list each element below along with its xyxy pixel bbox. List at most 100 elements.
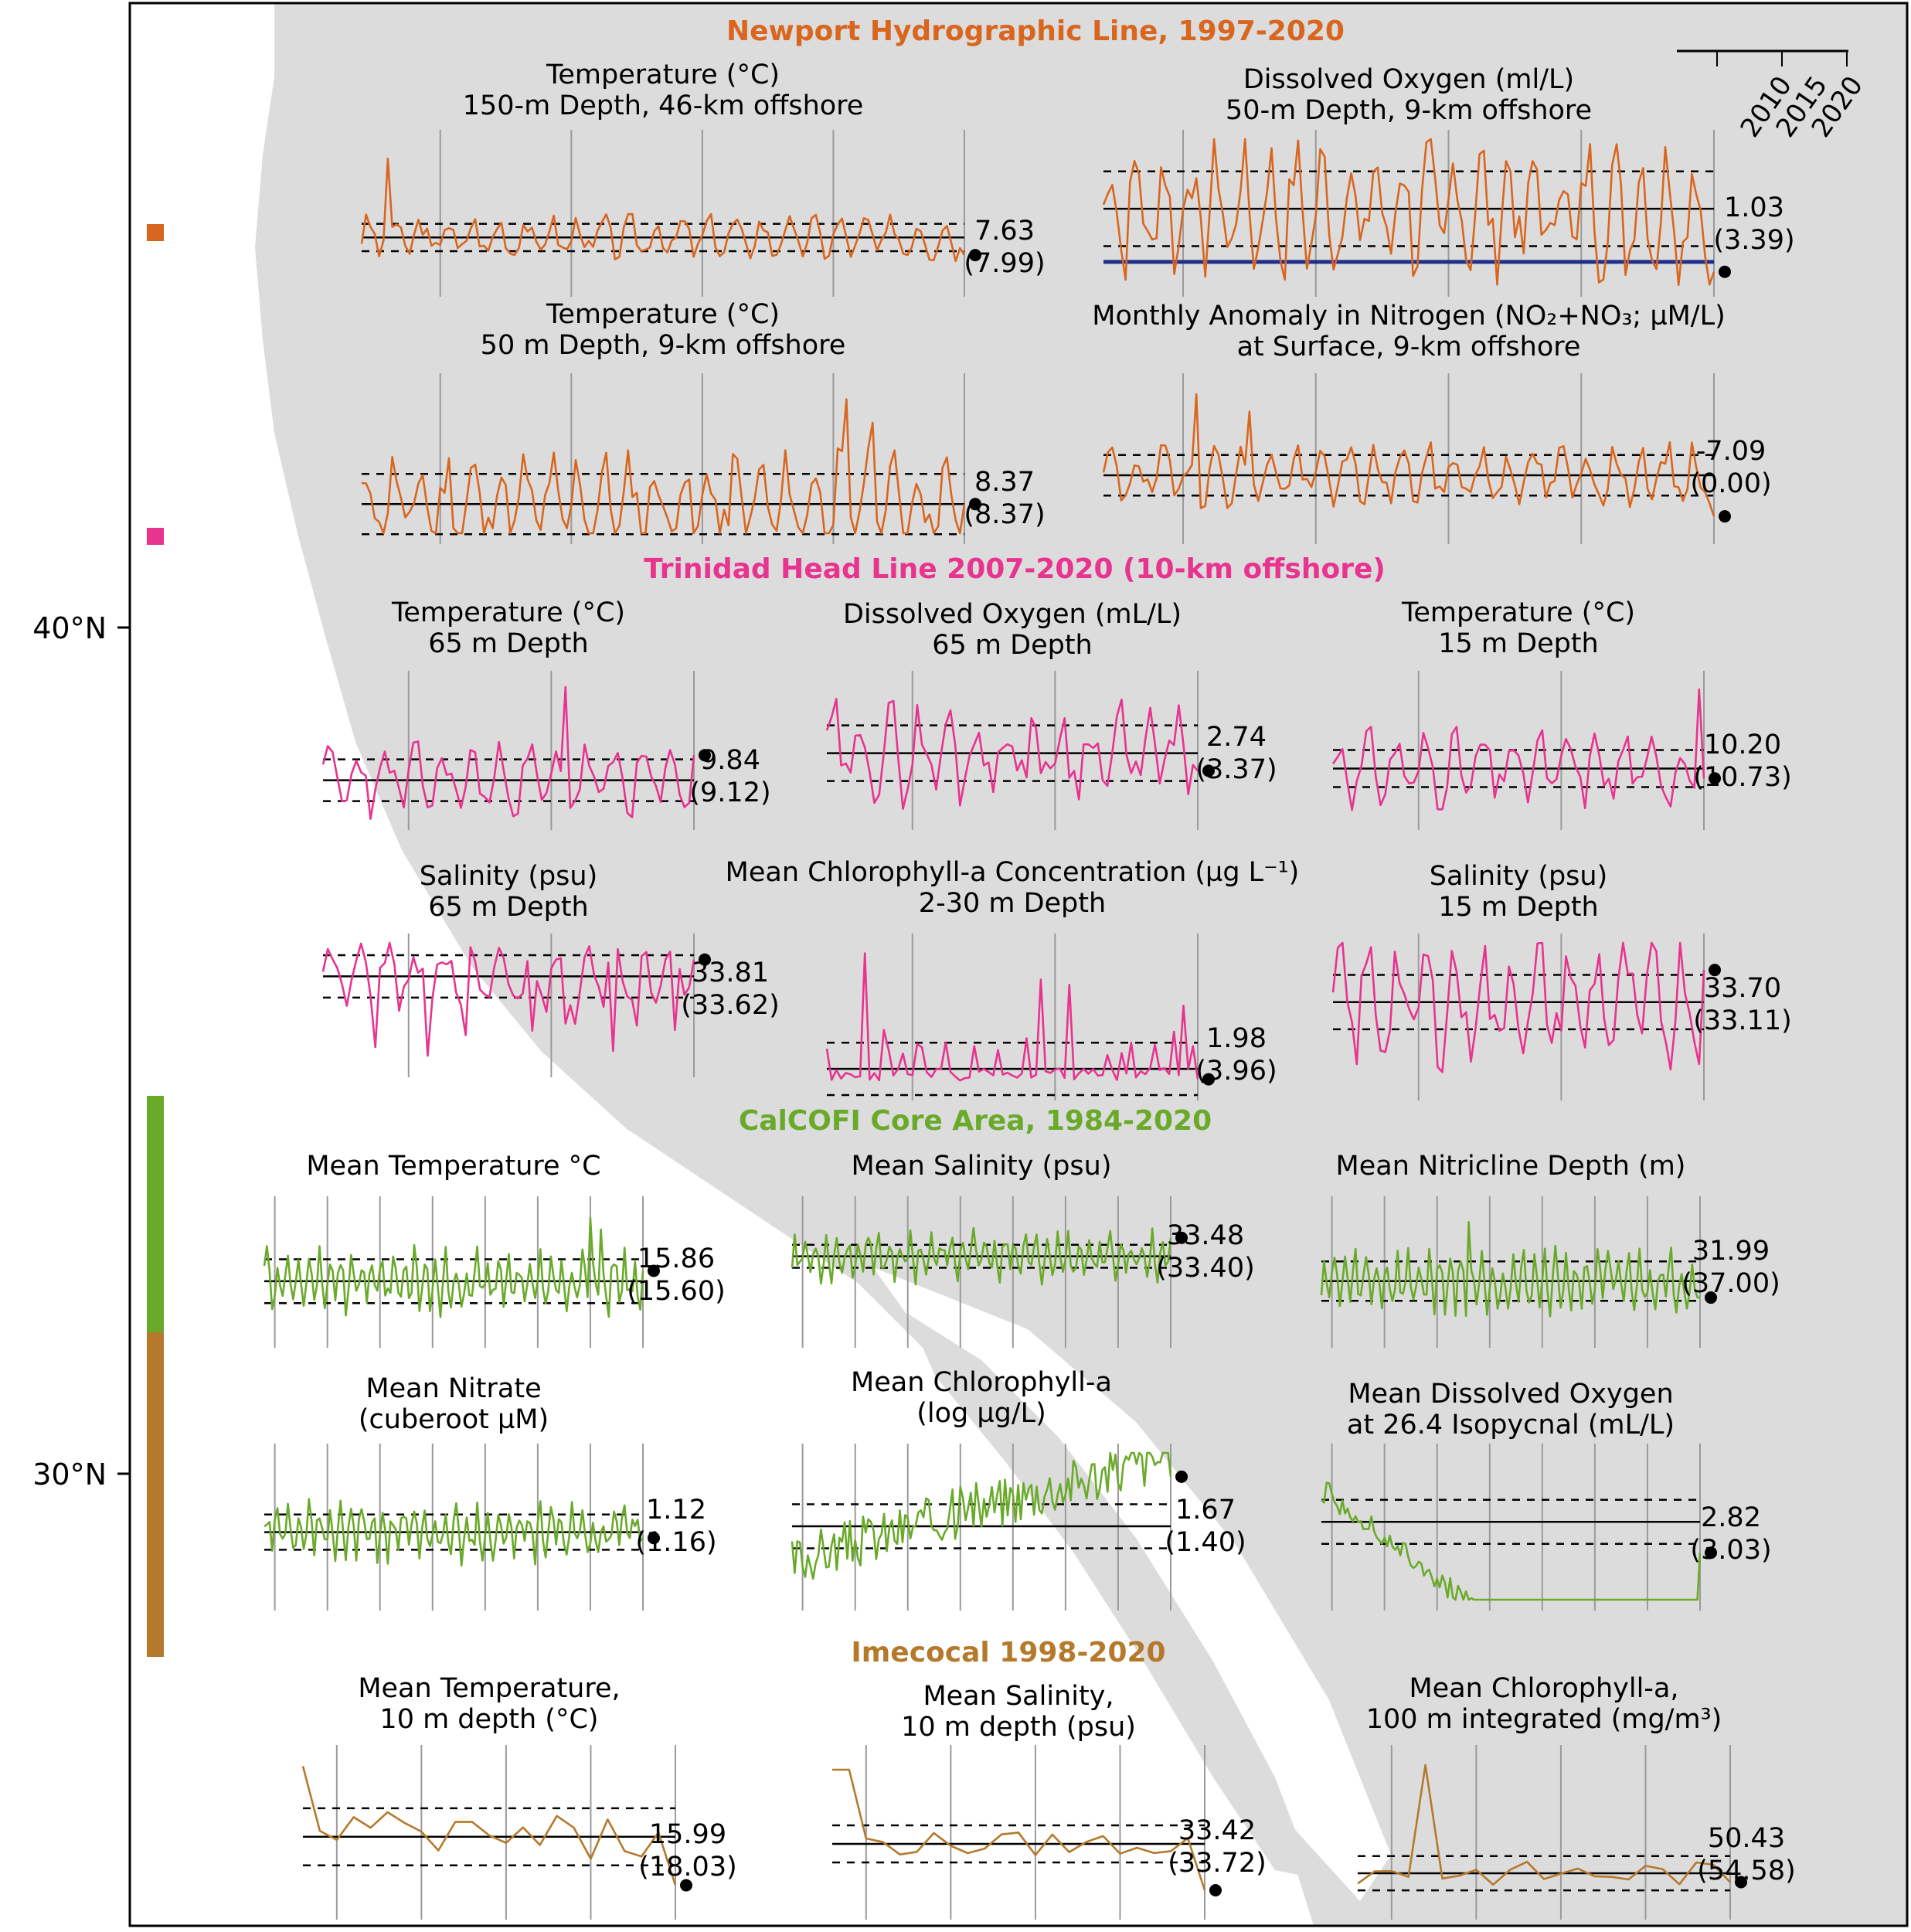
latest-value-label: 33.70 [1704, 973, 1781, 1004]
panel-title-line: Mean Temperature °C [306, 1151, 600, 1182]
data-series-line [321, 685, 695, 820]
latest-value-marker [1719, 265, 1731, 278]
latest-value-label: 8.37 [974, 467, 1035, 498]
panel-title-line: at 26.4 Isopycnal (mL/L) [1347, 1410, 1675, 1440]
region-markers [147, 224, 164, 1657]
mean-value-label: (3.96) [1195, 1056, 1277, 1087]
latest-value-marker [1175, 1470, 1188, 1483]
data-series-line [301, 1766, 677, 1886]
latest-value-label: 2.82 [1701, 1502, 1761, 1533]
latest-value-marker [969, 249, 981, 262]
mean-value-label: (33.11) [1693, 1005, 1792, 1036]
latest-value-label: 2.74 [1206, 722, 1267, 753]
lat-label-40: 40°N [32, 611, 107, 645]
data-series-line [1321, 1481, 1702, 1601]
latitude-axis: 40°N 30°N [32, 611, 130, 1492]
mean-value-label: (10.73) [1693, 762, 1792, 793]
indicator-panel-19: Mean Chlorophyll-a,100 m integrated (mg/… [1357, 1673, 1796, 1920]
calcofi-range-bar [147, 1096, 164, 1332]
latest-value-marker [1705, 1546, 1717, 1560]
latest-value-marker [1709, 964, 1721, 977]
latest-value-marker [1735, 1876, 1747, 1889]
mean-value-label: (54.58) [1697, 1855, 1796, 1886]
latest-value-marker [1202, 764, 1215, 777]
data-series-line [825, 952, 1199, 1082]
data-series-line [1331, 941, 1705, 1073]
latest-value-marker [1705, 1291, 1717, 1304]
baja-peninsula [908, 1314, 1314, 1878]
panel-title-line: (cuberoot µM) [359, 1404, 549, 1435]
data-series-line [360, 158, 966, 263]
imecocal-range-bar [147, 1332, 164, 1657]
section-title-newport: Newport Hydrographic Line, 1997-2020 [726, 15, 1345, 47]
indicator-panel-7: Temperature (°C)15 m Depth 10.20(10.73) [1331, 597, 1792, 830]
panel-title-line: Temperature (°C) [391, 597, 625, 628]
indicator-panel-1: Temperature (°C)150-m Depth, 46-km offsh… [360, 60, 1046, 297]
latest-value-label: 1.12 [646, 1495, 706, 1526]
mean-value-label: (7.99) [964, 248, 1045, 279]
panel-title-line: 65 m Depth [428, 892, 589, 923]
latest-value-label: 33.81 [692, 957, 769, 988]
panel-title-line: Salinity (psu) [420, 861, 598, 892]
latest-value-marker [1202, 1073, 1215, 1086]
indicator-panel-17: Mean Temperature,10 m depth (°C) 15.99(18… [301, 1673, 737, 1920]
indicator-panel-11: Mean Temperature °C 15.86(15.60) [263, 1151, 726, 1348]
latest-value-label: 15.99 [649, 1819, 726, 1850]
data-series-line [825, 698, 1199, 810]
mean-value-label: (1.16) [635, 1527, 716, 1558]
panel-title-line: Dissolved Oxygen (ml/L) [1243, 64, 1574, 95]
data-series-line [1331, 688, 1705, 811]
mean-value-label: (8.37) [964, 499, 1045, 530]
indicator-panel-6: Dissolved Oxygen (mL/L)65 m Depth 2.74(3.… [825, 599, 1277, 830]
latest-value-label: -7.09 [1696, 436, 1766, 467]
data-series-line [1102, 138, 1715, 287]
indicator-panel-12: Mean Salinity (psu) 33.48(33.40) [791, 1151, 1255, 1348]
indicator-panel-10: Salinity (psu)15 m Depth 33.70(33.11) [1331, 861, 1792, 1100]
data-series-line [1102, 393, 1715, 517]
latest-value-label: 7.63 [974, 216, 1035, 247]
panel-title-line: Temperature (°C) [546, 60, 780, 90]
data-series-line [1320, 1221, 1700, 1318]
mean-value-label: (3.03) [1690, 1535, 1771, 1566]
latest-value-marker [648, 1532, 660, 1545]
panel-title-line: 10 m depth (°C) [379, 1704, 598, 1735]
indicator-panel-8: Salinity (psu)65 m Depth 33.81(33.62) [321, 861, 780, 1077]
latest-value-label: 1.67 [1175, 1495, 1236, 1526]
mean-value-label: (3.39) [1713, 225, 1794, 256]
panel-title-line: Mean Nitrate [366, 1373, 541, 1404]
figure-frame [128, 2, 1909, 1927]
indicator-panel-5: Temperature (°C)65 m Depth 9.84(9.12) [321, 597, 771, 830]
latest-value-marker [969, 498, 981, 511]
mean-value-label: (37.00) [1681, 1268, 1780, 1299]
panel-title-line: Mean Chlorophyll-a Concentration (µg L⁻¹… [726, 857, 1300, 888]
section-title-calcofi: CalCOFI Core Area, 1984-2020 [739, 1105, 1212, 1137]
data-series-line [791, 1226, 1172, 1286]
panel-title-line: 2-30 m Depth [919, 888, 1106, 919]
data-series-line [263, 1216, 644, 1318]
data-series-line [361, 398, 966, 535]
panel-title-line: at Surface, 9-km offshore [1237, 332, 1581, 362]
latest-value-label: 31.99 [1692, 1236, 1770, 1267]
latest-value-label: 50.43 [1708, 1823, 1785, 1854]
panel-title-line: Mean Temperature, [358, 1673, 620, 1704]
panel-title-line: 65 m Depth [428, 628, 589, 659]
mean-value-label: (33.62) [681, 990, 780, 1021]
panel-title-line: Temperature (°C) [546, 299, 780, 330]
newport-marker [147, 224, 164, 241]
indicator-panel-13: Mean Nitricline Depth (m) 31.99(37.00) [1320, 1151, 1780, 1348]
data-series-line [321, 941, 695, 1057]
panel-title-line: 150-m Depth, 46-km offshore [463, 90, 864, 121]
panel-title-line: Mean Salinity, [923, 1681, 1114, 1712]
indicator-panel-2: Dissolved Oxygen (ml/L)50-m Depth, 9-km … [1102, 64, 1795, 297]
latest-value-label: 10.20 [1704, 730, 1781, 760]
mean-value-label: (1.40) [1165, 1527, 1246, 1558]
panel-title-line: Mean Dissolved Oxygen [1348, 1379, 1673, 1410]
section-title-trinidad: Trinidad Head Line 2007-2020 (10-km offs… [644, 553, 1386, 585]
latest-value-marker [648, 1264, 660, 1277]
latest-value-label: 1.03 [1724, 192, 1784, 223]
panel-title-line: 10 m depth (psu) [901, 1712, 1136, 1743]
land-mass [255, 3, 1907, 1926]
panel-title-line: Temperature (°C) [1401, 597, 1635, 628]
